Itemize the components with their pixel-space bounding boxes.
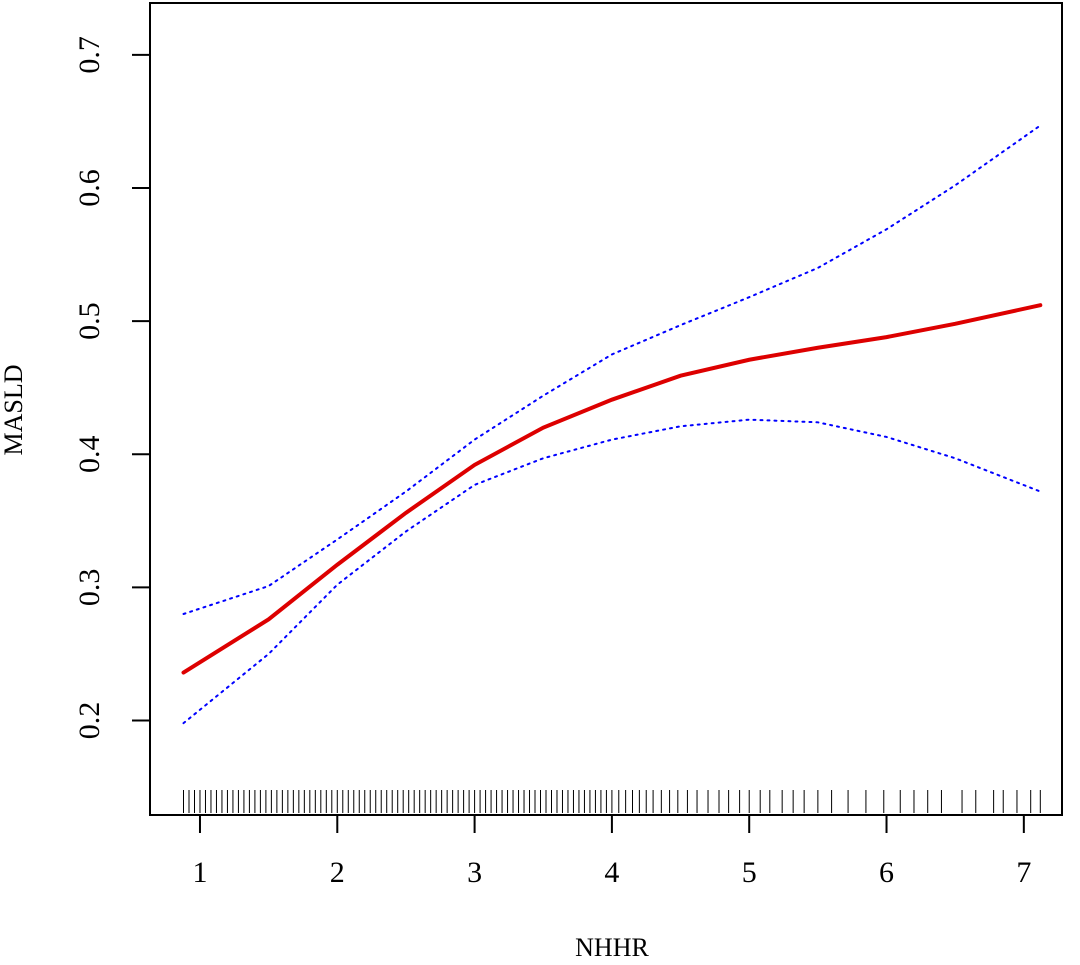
x-axis-label: NHHR [575, 933, 649, 962]
y-tick-label: 0.7 [73, 36, 106, 73]
series-line [181, 303, 1043, 675]
x-tick-label: 1 [192, 856, 207, 889]
y-tick-label: 0.5 [73, 302, 106, 340]
x-tick-label: 7 [1016, 856, 1031, 889]
y-tick-label: 0.2 [73, 702, 106, 740]
x-tick-label: 6 [879, 856, 894, 889]
plot-frame [149, 2, 1063, 816]
y-tick-label: 0.3 [73, 569, 106, 607]
series-line [182, 124, 1042, 615]
y-axis-label: MASLD [0, 364, 28, 455]
x-tick-label: 4 [604, 856, 619, 889]
y-tick-label: 0.4 [73, 436, 106, 474]
y-tick-label: 0.6 [73, 169, 106, 207]
x-tick-label: 2 [330, 856, 345, 889]
series-line [182, 418, 1042, 725]
x-tick-label: 5 [742, 856, 757, 889]
x-tick-label: 3 [467, 856, 482, 889]
